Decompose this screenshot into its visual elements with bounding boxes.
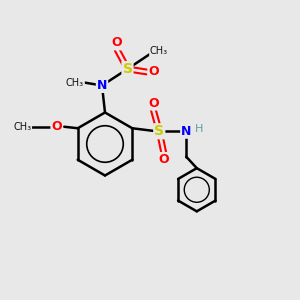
Text: N: N bbox=[181, 125, 191, 138]
Text: S: S bbox=[154, 124, 164, 138]
Text: N: N bbox=[97, 79, 107, 92]
Text: O: O bbox=[148, 97, 159, 110]
Text: O: O bbox=[112, 36, 122, 50]
Text: CH₃: CH₃ bbox=[13, 122, 31, 132]
Text: CH₃: CH₃ bbox=[150, 46, 168, 56]
Text: O: O bbox=[148, 65, 159, 79]
Text: O: O bbox=[51, 120, 62, 133]
Text: O: O bbox=[158, 153, 169, 166]
Text: CH₃: CH₃ bbox=[66, 77, 84, 88]
Text: H: H bbox=[195, 124, 203, 134]
Text: S: S bbox=[122, 62, 133, 76]
